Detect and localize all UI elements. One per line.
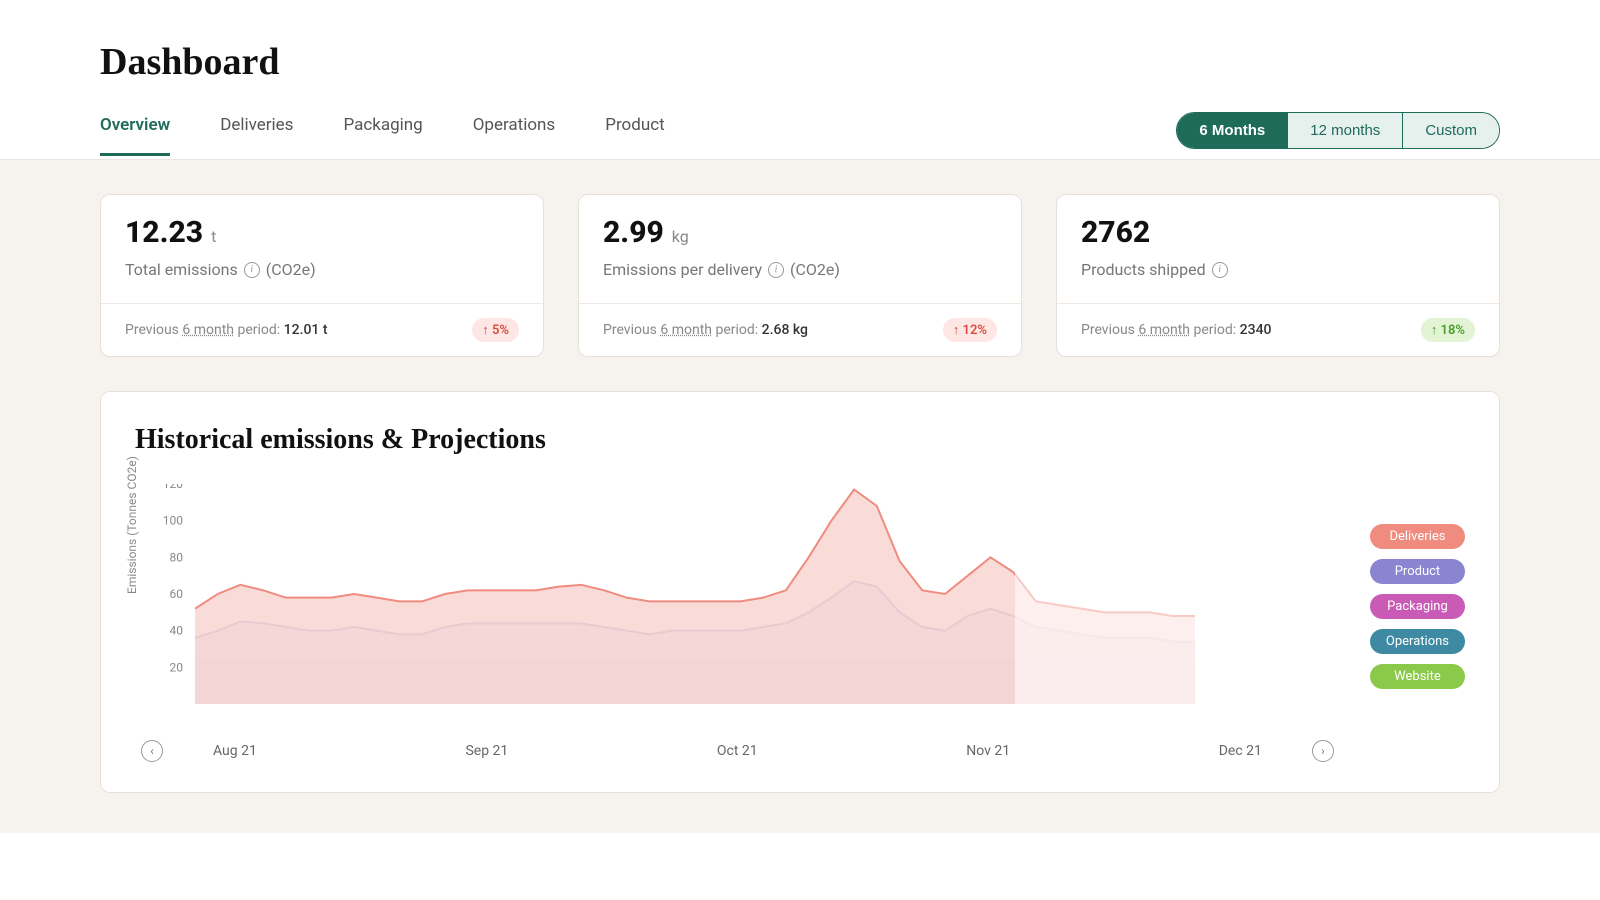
x-axis-ticks: Aug 21 Sep 21 Oct 21 Nov 21 Dec 21	[163, 743, 1312, 759]
info-icon[interactable]: i	[1212, 262, 1228, 278]
legend-deliveries[interactable]: Deliveries	[1370, 524, 1465, 549]
x-tick: Sep 21	[465, 743, 508, 759]
x-tick: Aug 21	[213, 743, 257, 759]
metric-label: Products shipped	[1081, 260, 1206, 279]
x-tick: Nov 21	[966, 743, 1010, 759]
legend-website[interactable]: Website	[1370, 664, 1465, 689]
info-icon[interactable]: i	[768, 262, 784, 278]
metric-cards-row: 12.23 t Total emissions i (CO2e) Previou…	[100, 194, 1500, 357]
metric-card-0: 12.23 t Total emissions i (CO2e) Previou…	[100, 194, 544, 357]
legend-product[interactable]: Product	[1370, 559, 1465, 584]
metric-value: 12.23	[125, 215, 203, 250]
nav-tabs: Overview Deliveries Packaging Operations Pro…	[100, 115, 665, 156]
metric-delta: ↑ 18%	[1421, 318, 1475, 342]
x-tick: Oct 21	[717, 743, 758, 759]
metric-previous: Previous 6 month period: 12.01 t	[125, 322, 328, 338]
tab-overview[interactable]: Overview	[100, 115, 170, 156]
tab-packaging[interactable]: Packaging	[343, 115, 422, 156]
metric-delta: ↑ 12%	[943, 318, 997, 342]
x-tick: Dec 21	[1219, 743, 1262, 759]
legend-operations[interactable]: Operations	[1370, 629, 1465, 654]
metric-value: 2762	[1081, 215, 1150, 250]
metric-previous: Previous 6 month period: 2.68 kg	[603, 322, 808, 338]
metric-label: Emissions per delivery	[603, 260, 762, 279]
svg-text:40: 40	[170, 624, 184, 638]
page-title: Dashboard	[100, 40, 1500, 84]
metric-previous: Previous 6 month period: 2340	[1081, 322, 1271, 338]
metric-card-1: 2.99 kg Emissions per delivery i (CO2e) …	[578, 194, 1022, 357]
tab-product[interactable]: Product	[605, 115, 664, 156]
metric-delta: ↑ 5%	[472, 318, 519, 342]
metric-unit: t	[211, 227, 216, 246]
info-icon[interactable]: i	[244, 262, 260, 278]
metric-card-2: 2762 Products shipped i Previous 6 month…	[1056, 194, 1500, 357]
period-btn-6-months[interactable]: 6 Months	[1177, 113, 1287, 148]
chart-plot-area: Emissions (Tonnes CO2e) 20406080100120 ‹…	[135, 484, 1340, 762]
y-axis-label: Emissions (Tonnes CO2e)	[125, 456, 139, 594]
chart-legend: Deliveries Product Packaging Operations Webs…	[1370, 484, 1465, 689]
metric-label: Total emissions	[125, 260, 238, 279]
period-toggle: 6 Months12 monthsCustom	[1176, 112, 1500, 149]
svg-text:100: 100	[163, 514, 183, 528]
period-btn-12-months[interactable]: 12 months	[1287, 113, 1402, 148]
period-btn-custom[interactable]: Custom	[1402, 113, 1499, 148]
metric-unit: kg	[672, 227, 689, 246]
tab-deliveries[interactable]: Deliveries	[220, 115, 293, 156]
svg-text:120: 120	[163, 484, 183, 491]
chart-title: Historical emissions & Projections	[135, 424, 1465, 456]
chart-prev-icon[interactable]: ‹	[141, 740, 163, 762]
chart-next-icon[interactable]: ›	[1312, 740, 1334, 762]
chart-card: Historical emissions & Projections Emiss…	[100, 391, 1500, 793]
metric-value: 2.99	[603, 215, 664, 250]
emissions-chart-svg: 20 40 60 80 100 120	[135, 484, 1205, 724]
legend-packaging[interactable]: Packaging	[1370, 594, 1465, 619]
svg-text:80: 80	[170, 550, 184, 564]
svg-text:60: 60	[170, 587, 184, 601]
svg-text:20: 20	[170, 660, 184, 674]
tab-operations[interactable]: Operations	[473, 115, 556, 156]
